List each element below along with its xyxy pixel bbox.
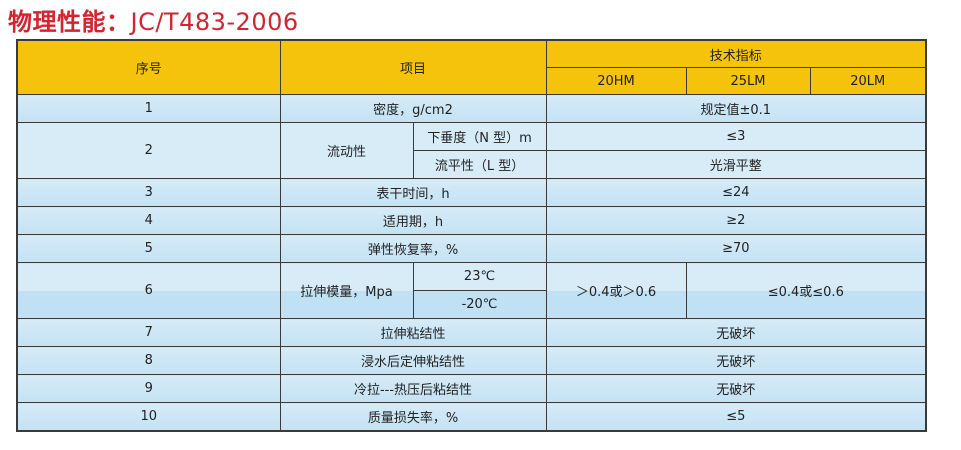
row-item: 表干时间，h (279, 178, 547, 207)
table-row: 流平性（L 型） 光滑平整 (17, 150, 927, 179)
table-row: 7 拉伸粘结性 无破坏 (16, 318, 927, 347)
row-no: 4 (16, 206, 281, 235)
row-item: 拉伸模量，Mpa (279, 262, 414, 319)
row-value: ≤3 (545, 122, 927, 151)
row-value: ≥70 (545, 234, 927, 263)
row-value: 无破坏 (545, 346, 927, 375)
row-value: ≤5 (545, 402, 927, 432)
header-model: 25LM (685, 67, 811, 95)
header-item: 项目 (279, 39, 547, 95)
title-label: 物理性能： (8, 8, 131, 36)
row-item: 弹性恢复率，% (279, 234, 547, 263)
row-no: 1 (16, 94, 281, 123)
header-model: 20LM (809, 67, 927, 95)
row-no: 9 (16, 374, 281, 403)
row-no: 8 (16, 346, 281, 375)
row-no: 3 (16, 178, 281, 207)
row-value: 无破坏 (545, 318, 927, 347)
row-value: ≤24 (545, 178, 927, 207)
row-item: 密度，g/cm2 (279, 94, 547, 123)
row-subitem: 下垂度（N 型）m (412, 122, 547, 151)
header-no: 序号 (16, 39, 281, 95)
table-row: 4 适用期，h ≥2 (16, 206, 927, 235)
row-item: 冷拉---热压后粘结性 (279, 374, 547, 403)
row-item: 拉伸粘结性 (279, 318, 547, 347)
page-title: 物理性能：JC/T483-2006 (8, 2, 299, 37)
row-no: 5 (16, 234, 281, 263)
row-value: 规定值±0.1 (545, 94, 927, 123)
table-row: 5 弹性恢复率，% ≥70 (16, 234, 927, 263)
row-item: 适用期，h (279, 206, 547, 235)
row-value-lm: ≤0.4或≤0.6 (685, 262, 927, 319)
row-value: 光滑平整 (545, 150, 927, 179)
row-item: 浸水后定伸粘结性 (279, 346, 547, 375)
table-row: 6 拉伸模量，Mpa 23℃ ＞0.4或＞0.6 ≤0.4或≤0.6 (16, 262, 927, 319)
row-value-20hm: ＞0.4或＞0.6 (545, 262, 687, 319)
row-no: 2 (16, 122, 281, 179)
header-spec: 技术指标 (545, 39, 927, 68)
row-no: 10 (16, 402, 281, 432)
table-row: 3 表干时间，h ≤24 (16, 178, 927, 207)
row-item: 流动性 (279, 122, 414, 179)
table-row: 2 流动性 下垂度（N 型）m ≤3 (16, 122, 927, 179)
table-row: 1 密度，g/cm2 规定值±0.1 (16, 94, 927, 123)
header-model: 20HM (545, 67, 687, 95)
row-value: 无破坏 (545, 374, 927, 403)
table-row: 10 质量损失率，% ≤5 (16, 402, 927, 432)
standard-code: JC/T483-2006 (130, 8, 299, 36)
row-value: ≥2 (545, 206, 927, 235)
row-no: 6 (16, 262, 281, 319)
row-item: 质量损失率，% (279, 402, 547, 432)
row-subitem: 23℃ (412, 262, 547, 291)
row-subitem: 流平性（L 型） (412, 150, 547, 179)
row-subitem: -20℃ (412, 290, 547, 319)
properties-table: 序号 项目 技术指标 20HM 25LM 20LM 1 密度，g/cm2 规定值… (16, 39, 928, 432)
row-no: 7 (16, 318, 281, 347)
table-row: 9 冷拉---热压后粘结性 无破坏 (16, 374, 927, 403)
table-row: 8 浸水后定伸粘结性 无破坏 (16, 346, 927, 375)
